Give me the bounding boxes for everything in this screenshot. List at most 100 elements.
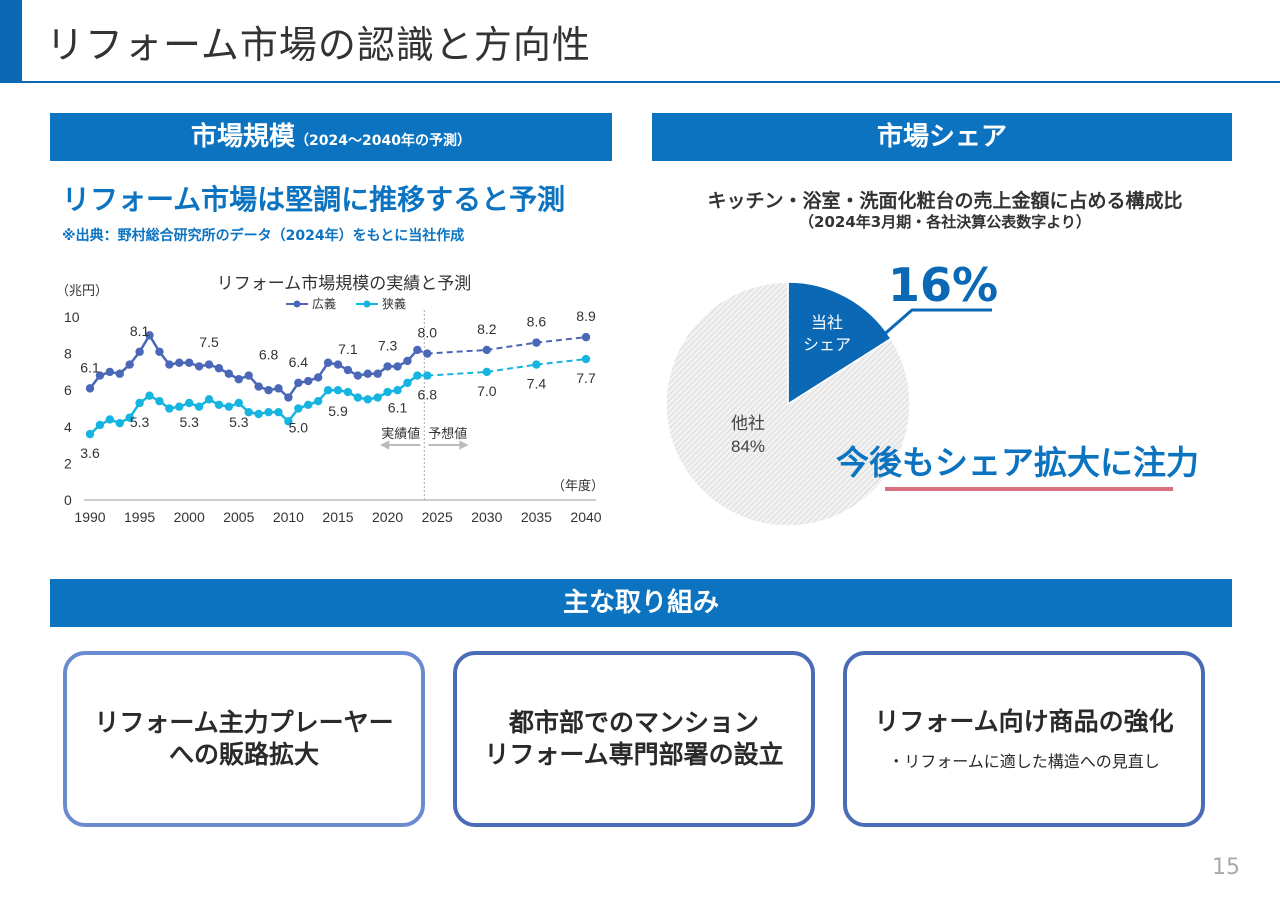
x-tick-label: 2040 — [570, 509, 601, 525]
data-point — [224, 369, 234, 378]
data-point — [155, 396, 164, 406]
market-share-caption-note: （2024年3月期・各社決算公表数字より） — [799, 213, 1091, 231]
y-axis-label: （兆円） — [56, 283, 108, 298]
market-share-header: 市場シェア — [652, 113, 1232, 161]
x-tick-label: 2010 — [273, 509, 304, 525]
x-tick-label: 1990 — [74, 509, 105, 525]
data-label: 7.5 — [199, 334, 219, 350]
data-label: 5.3 — [130, 414, 150, 430]
actual-label: 実績値 — [381, 426, 420, 441]
data-label: 7.1 — [338, 341, 358, 357]
forecast-arrow — [428, 440, 469, 450]
data-label: 8.0 — [418, 325, 438, 341]
data-point — [105, 367, 115, 377]
data-point — [115, 369, 124, 378]
data-point — [333, 360, 343, 369]
actual-arrow — [380, 440, 421, 450]
data-point — [185, 398, 194, 408]
pie-slice-others — [665, 281, 911, 527]
data-point — [343, 365, 353, 375]
data-point — [85, 384, 95, 393]
initiative-card-channel: リフォーム主力プレーヤー への販路拡大 — [63, 651, 425, 827]
market-size-header: 市場規模（2024～2040年の予測） — [50, 113, 612, 161]
data-point — [135, 398, 144, 408]
data-point — [125, 360, 134, 369]
initiative-card-department: 都市部でのマンション リフォーム専門部署の設立 — [453, 651, 815, 827]
x-tick-label: 1995 — [124, 509, 155, 525]
title-divider — [0, 81, 1280, 83]
data-point — [284, 417, 293, 426]
data-point — [194, 362, 204, 371]
data-point — [482, 367, 491, 377]
series-line-forecast — [417, 358, 587, 377]
market-size-header-period: （2024～2040年の予測） — [295, 133, 471, 149]
data-point — [403, 356, 412, 366]
market-share-caption: キッチン・浴室・洗面化粧台の売上金額に占める構成比 — [707, 190, 1183, 212]
legend-marker — [363, 300, 371, 308]
data-point — [115, 418, 124, 428]
market-size-line-chart: リフォーム市場規模の実績と予測 （兆円） （年度） 広義 狭義 0 2 4 6 8 10 1990 19… — [56, 274, 604, 525]
data-point — [403, 378, 412, 388]
data-label: 7.4 — [527, 376, 547, 392]
data-label: 8.2 — [477, 321, 497, 337]
y-tick-label: 6 — [64, 382, 72, 398]
data-label: 8.1 — [130, 323, 150, 339]
data-point — [274, 407, 283, 417]
series-line-forecast — [417, 336, 587, 355]
data-point — [304, 400, 313, 410]
data-point — [175, 358, 184, 367]
data-point — [373, 369, 382, 378]
data-point — [234, 375, 243, 384]
data-label: 3.6 — [80, 445, 100, 461]
title-accent-bar — [0, 0, 22, 82]
data-point — [423, 349, 432, 358]
data-point — [313, 373, 323, 382]
share-leader-line — [871, 308, 992, 347]
data-point — [373, 393, 382, 402]
x-tick-label: 2035 — [521, 509, 552, 525]
data-point — [423, 371, 432, 380]
data-label: 5.3 — [229, 414, 249, 430]
data-point — [532, 338, 541, 347]
data-point — [185, 358, 194, 367]
y-tick-label: 2 — [64, 455, 72, 471]
x-tick-label: 2030 — [471, 509, 502, 525]
data-point — [323, 386, 333, 395]
pie-label-others-line2: 84% — [731, 437, 765, 456]
data-point — [85, 429, 95, 439]
legend-label: 狭義 — [382, 296, 406, 311]
data-point — [294, 378, 303, 388]
data-point — [304, 376, 313, 386]
data-label: 6.8 — [418, 387, 438, 403]
market-size-header-label: 市場規模 — [191, 122, 296, 152]
initiative-card-title: リフォーム向け商品の強化 — [874, 706, 1174, 736]
data-point — [393, 362, 402, 371]
data-point — [165, 404, 174, 413]
chart-title: リフォーム市場規模の実績と予測 — [217, 274, 472, 293]
data-point — [145, 331, 154, 340]
data-point — [155, 347, 164, 356]
series-line-actual — [89, 332, 419, 400]
data-label: 5.9 — [328, 403, 348, 419]
initiatives-header: 主な取り組み — [50, 579, 1232, 627]
data-point — [214, 364, 224, 373]
data-label: 7.7 — [576, 370, 596, 386]
x-tick-label: 2000 — [174, 509, 205, 525]
pie-label-others-line1: 他社 — [731, 414, 765, 433]
data-label: 6.4 — [289, 354, 309, 370]
data-point — [125, 413, 134, 422]
data-point — [333, 386, 343, 395]
y-tick-label: 8 — [64, 346, 72, 362]
data-point — [105, 415, 115, 424]
data-point — [294, 404, 303, 413]
data-point — [194, 402, 204, 411]
data-point — [413, 371, 422, 380]
data-point — [264, 386, 273, 395]
data-point — [264, 407, 273, 417]
data-point — [165, 360, 174, 369]
data-point — [532, 360, 541, 369]
data-point — [224, 402, 234, 411]
data-point — [95, 371, 105, 380]
data-point — [214, 400, 224, 410]
